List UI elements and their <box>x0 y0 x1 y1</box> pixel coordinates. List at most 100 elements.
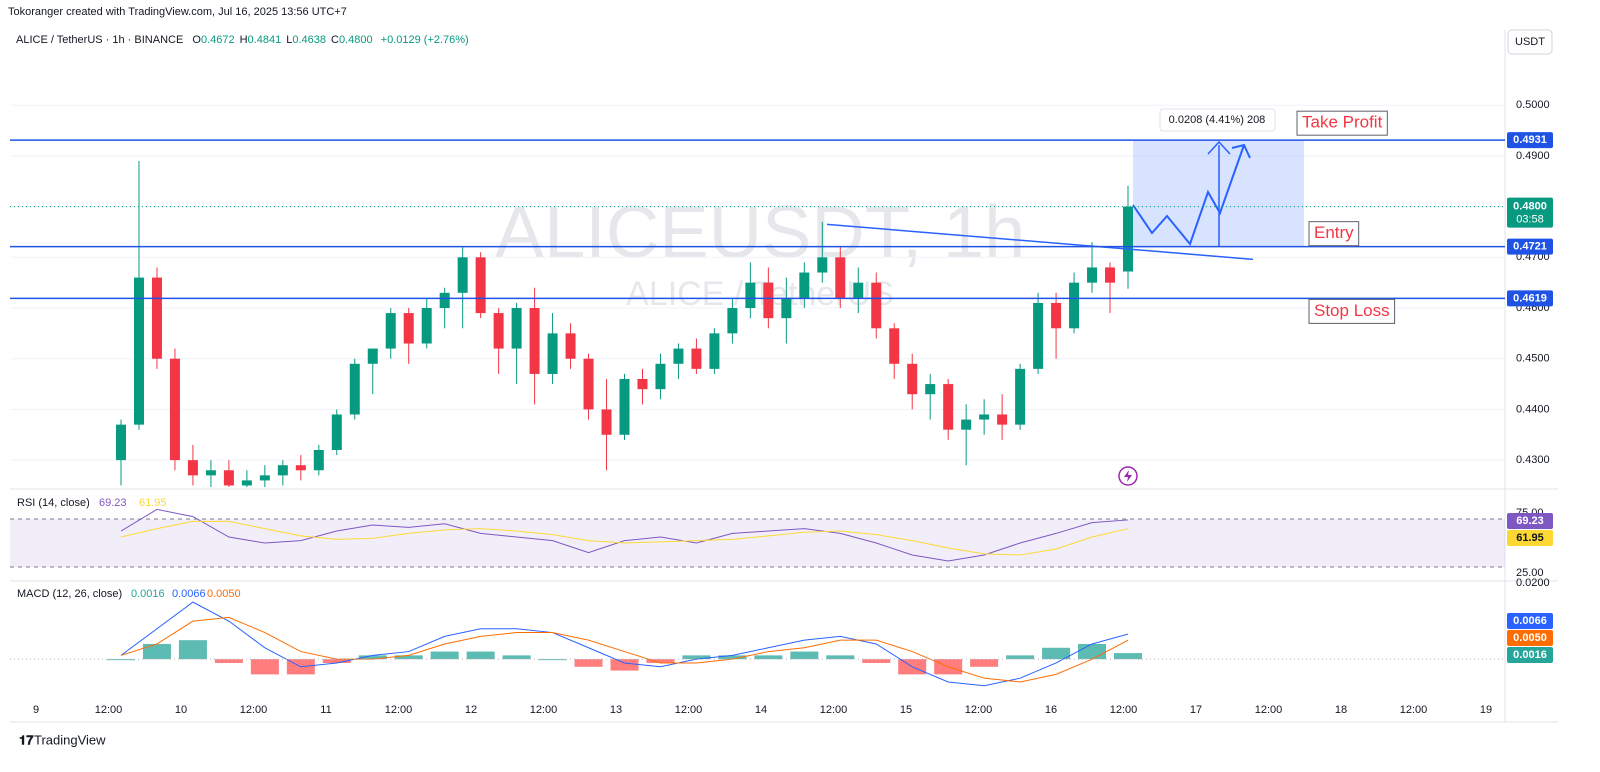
candle-body <box>1105 267 1116 283</box>
last-price-label: 0.4800 <box>1513 201 1547 213</box>
indicator-axis-label-bg <box>1507 630 1553 646</box>
event-icon[interactable] <box>1118 466 1138 486</box>
indicator-value: 0.0066 <box>172 588 206 600</box>
ohlc-key: C <box>330 34 339 46</box>
watermark: ALICEUSDT, 1h <box>495 191 1026 274</box>
level-name-box <box>1296 110 1388 136</box>
x-tick-label: 12:00 <box>240 704 268 716</box>
macd-histogram-bar <box>142 643 171 660</box>
candle-body <box>1123 206 1133 272</box>
x-tick-label: 12:00 <box>675 704 703 716</box>
x-tick-label: 12:00 <box>965 704 993 716</box>
indicator-axis-label: 0.0016 <box>1513 649 1547 661</box>
macd-histogram-bar <box>538 659 567 661</box>
candle-body <box>1069 282 1080 329</box>
x-tick-label: 12:00 <box>1400 704 1428 716</box>
macd-histogram-bar <box>107 659 135 661</box>
macd-histogram-bar <box>646 659 675 663</box>
candle-body <box>763 282 774 319</box>
macd-line <box>120 616 1129 683</box>
macd-histogram-bar <box>970 659 999 667</box>
indicator-value: 61.95 <box>139 497 167 509</box>
symbol-legend: ALICE / TetherUS · 1h · BINANCE O0.4672 H… <box>16 34 474 46</box>
candle-body <box>259 475 270 481</box>
candle-body <box>133 277 144 425</box>
x-tick-label: 10 <box>175 704 187 716</box>
macd-histogram-bar <box>898 659 927 675</box>
ohlc-key: H <box>239 34 248 46</box>
level-name-box <box>1308 298 1396 324</box>
indicator-title: RSI (14, close) <box>17 497 90 509</box>
candle-body <box>403 313 414 344</box>
macd-histogram-bar <box>718 655 747 660</box>
macd-histogram-bar <box>250 659 279 675</box>
candle-body <box>367 348 378 364</box>
macd-histogram-bar <box>358 655 387 660</box>
candle-body <box>709 333 720 369</box>
candle-body <box>889 328 900 364</box>
x-tick-label: 12:00 <box>820 704 848 716</box>
candle-body <box>475 257 486 314</box>
candle-body <box>997 414 1008 425</box>
y-tick-label: 75.00 <box>1516 507 1544 519</box>
macd-histogram-bar <box>754 655 783 660</box>
indicator-axis-label: 69.23 <box>1516 515 1544 527</box>
y-tick-label: 0.4500 <box>1516 353 1550 365</box>
symbol: ALICE / TetherUS · 1h · BINANCE <box>16 34 184 46</box>
candle-body <box>691 348 702 369</box>
macd-histogram-bar <box>1078 643 1107 660</box>
x-tick-label: 17 <box>1190 704 1202 716</box>
indicator-value: 0.0050 <box>207 588 241 600</box>
ohlc-key: L <box>286 34 293 46</box>
indicator-axis-label: 61.95 <box>1516 532 1544 544</box>
ohlc-value: 0.4841 <box>247 34 282 46</box>
candle-body <box>169 358 180 461</box>
candle-body <box>637 379 648 390</box>
level-label: 0.4721 <box>1513 241 1547 253</box>
x-tick-label: 12:00 <box>95 704 123 716</box>
x-tick-label: 13 <box>610 704 622 716</box>
measure-arrow <box>1207 140 1231 155</box>
candle-body <box>1033 302 1044 369</box>
candle-body <box>1015 368 1026 425</box>
projection <box>1231 143 1251 159</box>
macd-histogram-bar <box>934 659 963 675</box>
macd-histogram-bar <box>322 659 351 663</box>
ohlc-key: O <box>192 34 201 46</box>
macd-histogram-bar <box>502 655 531 660</box>
projection <box>1132 144 1245 247</box>
candle-body <box>349 363 360 415</box>
y-tick-label: 0.4600 <box>1516 302 1550 314</box>
currency[interactable]: USDT <box>1515 36 1545 48</box>
candle-body <box>1051 302 1062 329</box>
macd-histogram-bar <box>466 651 495 660</box>
ohlc-value: 0.4638 <box>292 34 326 46</box>
candle-body <box>511 308 522 349</box>
level-label-bg <box>1507 290 1553 307</box>
macd-histogram-bar <box>790 651 819 660</box>
x-tick-label: 12:00 <box>385 704 413 716</box>
x-tick-label: 15 <box>900 704 912 716</box>
indicator-axis-label-bg <box>1507 513 1553 529</box>
currency-button[interactable] <box>1507 29 1553 55</box>
candle-body <box>817 257 828 273</box>
x-tick-label: 12 <box>465 704 477 716</box>
macd-histogram-bar <box>610 659 639 671</box>
measure-box <box>1159 108 1276 132</box>
candle-body <box>529 308 540 374</box>
candle-body <box>655 363 666 390</box>
candle-body <box>583 358 594 410</box>
candle-body <box>205 470 216 476</box>
candle-body <box>619 379 630 435</box>
countdown: 03:58 <box>1516 214 1544 226</box>
candle-body <box>295 465 306 471</box>
last-price-bg <box>1507 197 1553 228</box>
credit: Tokoranger created with TradingView.com,… <box>8 6 347 18</box>
ohlc-value: 0.4800 <box>338 34 373 46</box>
price-pane <box>10 104 1505 487</box>
candle-body <box>385 313 396 349</box>
candle-body <box>745 282 756 309</box>
candle-body <box>781 297 792 319</box>
candle-body <box>457 257 468 293</box>
candle-body <box>241 480 252 486</box>
